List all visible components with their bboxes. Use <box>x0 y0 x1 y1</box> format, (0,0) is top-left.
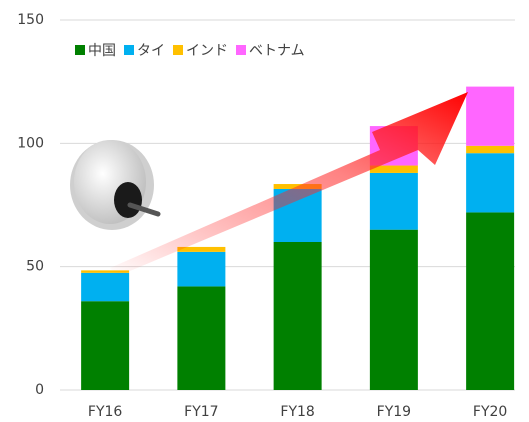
x-tick-label: FY17 <box>184 404 218 420</box>
x-tick-label: FY19 <box>377 404 411 420</box>
bar-segment <box>466 212 515 390</box>
bar-segment <box>466 86 515 146</box>
y-tick-label: 0 <box>35 382 44 398</box>
x-tick-label: FY16 <box>88 404 123 420</box>
trend-arrow <box>110 92 468 276</box>
legend-swatch <box>124 45 134 55</box>
bar-segment <box>81 270 130 273</box>
bar-segment <box>466 145 515 154</box>
motor-image <box>70 140 161 230</box>
bar-segment <box>369 172 418 230</box>
bar-segment <box>466 153 515 213</box>
bar-segment <box>273 242 322 390</box>
legend-label: タイ <box>137 43 165 59</box>
x-tick-label: FY20 <box>473 404 507 420</box>
legend-swatch <box>75 45 85 55</box>
y-tick-label: 150 <box>17 12 44 28</box>
bar-segment <box>81 301 130 390</box>
bar-segment <box>177 246 226 252</box>
bar-segment <box>81 272 130 302</box>
legend-swatch <box>173 45 183 55</box>
bar-segment <box>369 165 418 173</box>
bar-segment <box>177 251 226 287</box>
x-tick-label: FY18 <box>280 404 314 420</box>
legend-swatch <box>236 45 246 55</box>
y-tick-label: 100 <box>17 135 44 151</box>
legend-label: 中国 <box>88 43 116 59</box>
y-tick-label: 50 <box>26 259 44 275</box>
legend-label: ベトナム <box>249 43 305 59</box>
bar-segment <box>177 286 226 390</box>
bar-segment <box>369 229 418 390</box>
legend-label: インド <box>186 43 228 59</box>
